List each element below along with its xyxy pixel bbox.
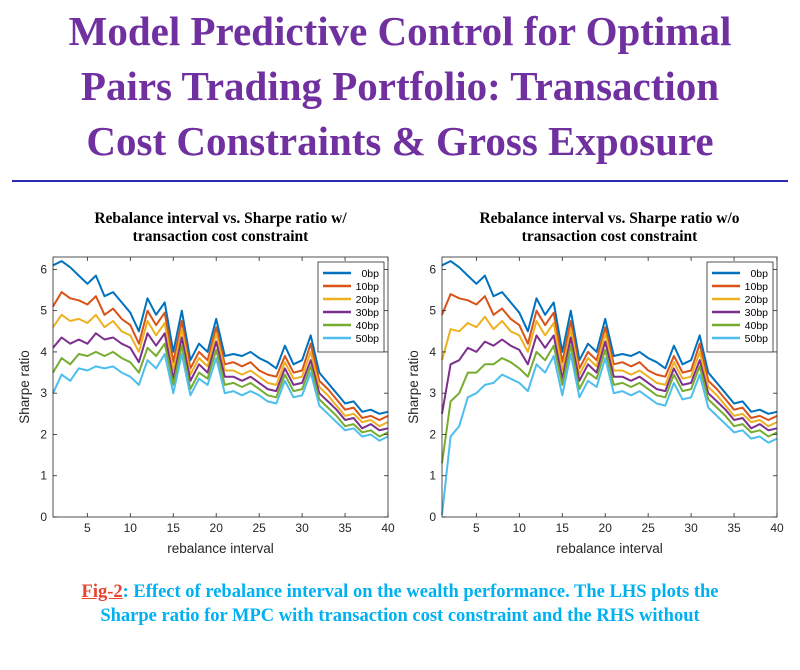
x-tick-label: 25: [252, 521, 266, 535]
y-tick-label: 1: [40, 469, 47, 483]
slide-title-line-2: Pairs Trading Portfolio: Transaction: [80, 63, 720, 109]
y-tick-label: 3: [40, 386, 47, 400]
legend-label-10bp: 10bp: [356, 281, 380, 293]
x-tick-label: 20: [210, 521, 224, 535]
x-tick-label: 35: [727, 521, 741, 535]
y-tick-label: 2: [429, 427, 436, 441]
y-axis-label: Sharpe ratio: [17, 350, 32, 424]
legend-label-30bp: 30bp: [356, 307, 380, 319]
legend-label-50bp: 50bp: [745, 333, 769, 345]
legend-label-20bp: 20bp: [745, 294, 769, 306]
x-tick-label: 10: [513, 521, 527, 535]
series-line-40bp: [52, 342, 389, 438]
chart-title-line-2: transaction cost constraint: [522, 228, 698, 245]
y-axis-label: Sharpe ratio: [406, 350, 421, 424]
x-tick-label: 15: [556, 521, 570, 535]
caption-label: Fig-2: [81, 582, 123, 602]
chart-svg-left: Rebalance interval vs. Sharpe ratio w/tr…: [17, 210, 395, 556]
series-line-50bp: [52, 353, 389, 442]
legend-label-30bp: 30bp: [745, 307, 769, 319]
chart-title-line-1: Rebalance interval vs. Sharpe ratio w/: [94, 210, 347, 227]
x-tick-label: 25: [641, 521, 655, 535]
slide-title: Model Predictive Control for Optimal Pai…: [0, 4, 800, 169]
series-line-0bp: [441, 260, 778, 415]
x-tick-label: 40: [381, 521, 395, 535]
series-line-30bp: [441, 334, 778, 432]
legend-label-50bp: 50bp: [356, 333, 380, 345]
y-tick-label: 1: [429, 469, 436, 483]
axes-box: [52, 256, 389, 518]
x-axis-label: rebalance interval: [167, 541, 274, 556]
chart-without-tc-constraint: Rebalance interval vs. Sharpe ratio w/o t…: [397, 205, 792, 570]
y-tick-label: 5: [40, 304, 47, 318]
y-tick-label: 4: [40, 345, 47, 359]
x-tick-label: 40: [770, 521, 784, 535]
legend-label-0bp: 0bp: [750, 268, 768, 280]
x-tick-label: 35: [338, 521, 352, 535]
series-line-30bp: [52, 332, 389, 432]
y-tick-label: 4: [429, 345, 436, 359]
y-tick-label: 0: [40, 510, 47, 524]
series-line-20bp: [441, 315, 778, 428]
series-line-50bp: [441, 353, 778, 516]
title-divider: [12, 180, 788, 182]
legend-label-40bp: 40bp: [356, 320, 380, 332]
y-tick-label: 0: [429, 510, 436, 524]
y-tick-label: 2: [40, 427, 47, 441]
chart-title-line-2: transaction cost constraint: [133, 228, 309, 245]
x-tick-label: 15: [167, 521, 181, 535]
figure-caption: Fig-2: Effect of rebalance interval on t…: [0, 580, 800, 628]
caption-line-2: Sharpe ratio for MPC with transaction co…: [100, 606, 700, 626]
series-line-10bp: [441, 293, 778, 421]
y-tick-label: 5: [429, 304, 436, 318]
series-line-20bp: [52, 313, 389, 428]
x-tick-label: 30: [684, 521, 698, 535]
x-tick-label: 30: [295, 521, 309, 535]
y-tick-label: 6: [40, 262, 47, 276]
x-tick-label: 10: [124, 521, 138, 535]
y-tick-label: 3: [429, 386, 436, 400]
axes-box: [441, 256, 778, 518]
legend-label-10bp: 10bp: [745, 281, 769, 293]
legend-label-20bp: 20bp: [356, 294, 380, 306]
series-line-40bp: [441, 344, 778, 464]
caption-line-1: : Effect of rebalance interval on the we…: [122, 582, 719, 602]
x-tick-label: 5: [473, 521, 480, 535]
x-tick-label: 5: [84, 521, 91, 535]
slide-title-line-3: Cost Constraints & Gross Exposure: [86, 118, 714, 164]
legend-label-40bp: 40bp: [745, 320, 769, 332]
slide-title-line-1: Model Predictive Control for Optimal: [68, 8, 732, 54]
series-line-10bp: [52, 291, 389, 421]
chart-with-tc-constraint: Rebalance interval vs. Sharpe ratio w/tr…: [8, 205, 403, 570]
chart-title-line-1: Rebalance interval vs. Sharpe ratio w/o: [479, 210, 739, 227]
legend-label-0bp: 0bp: [361, 268, 379, 280]
x-axis-label: rebalance interval: [556, 541, 663, 556]
y-tick-label: 6: [429, 262, 436, 276]
chart-svg-right: Rebalance interval vs. Sharpe ratio w/ot…: [406, 210, 784, 556]
x-tick-label: 20: [599, 521, 613, 535]
series-line-0bp: [52, 260, 389, 415]
